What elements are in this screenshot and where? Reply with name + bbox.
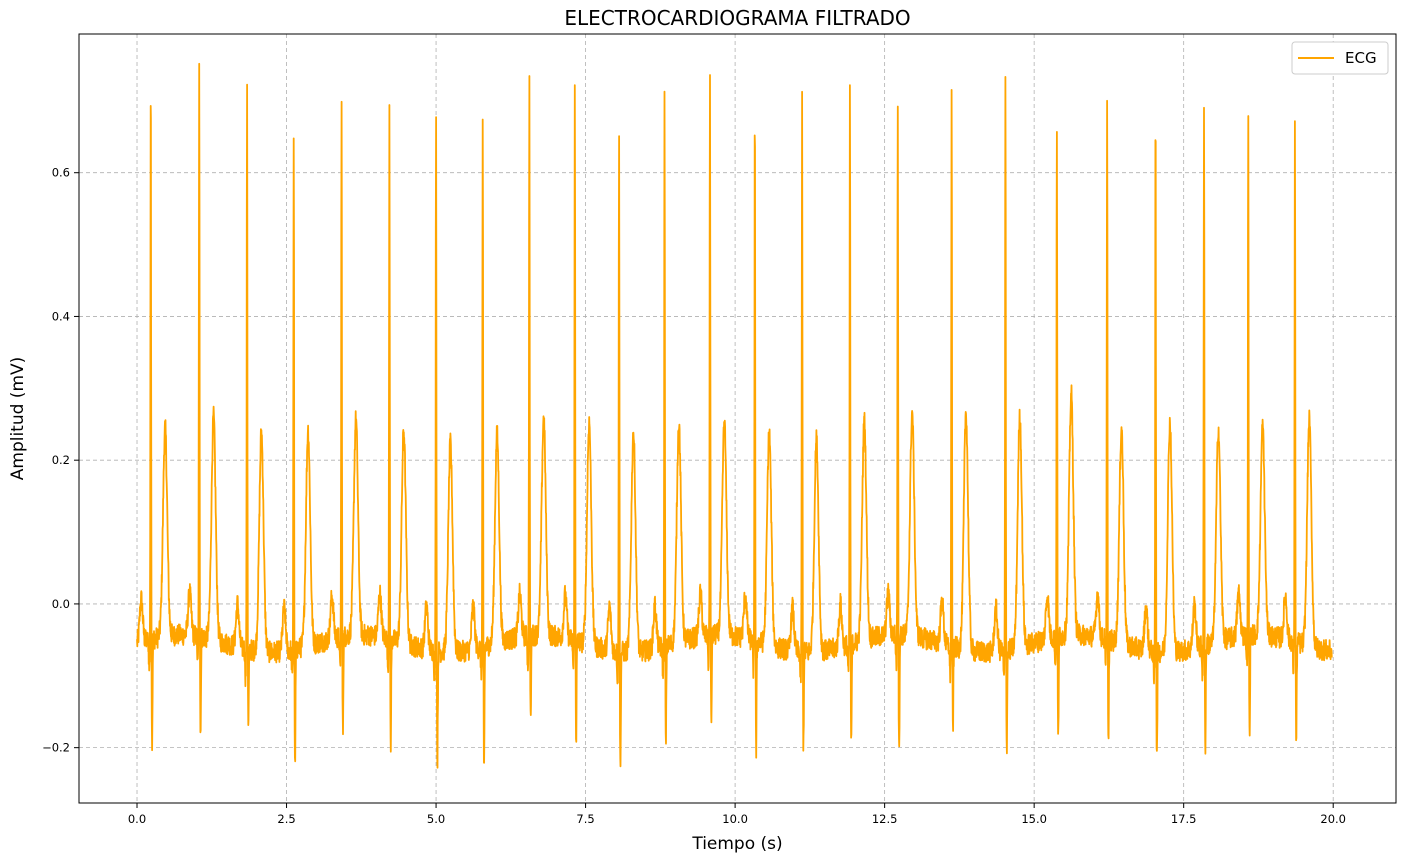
- x-tick-label: 0.0: [128, 812, 146, 826]
- x-axis-label: Tiempo (s): [691, 834, 782, 854]
- x-tick-label: 10.0: [722, 812, 748, 826]
- x-tick-label: 20.0: [1320, 812, 1346, 826]
- y-axis: −0.2 0.0 0.2 0.4 0.6: [42, 166, 79, 755]
- legend-label: ECG: [1345, 49, 1377, 67]
- y-axis-label: Amplitud (mV): [8, 357, 28, 481]
- x-tick-label: 15.0: [1021, 812, 1047, 826]
- x-tick-label: 17.5: [1171, 812, 1197, 826]
- y-tick-label: 0.0: [52, 597, 70, 611]
- y-tick-label: −0.2: [42, 741, 70, 755]
- y-tick-label: 0.4: [52, 309, 70, 323]
- x-tick-label: 2.5: [277, 812, 295, 826]
- y-tick-label: 0.2: [52, 453, 70, 467]
- legend: ECG: [1291, 41, 1389, 75]
- axes-frame: [78, 33, 1397, 804]
- grid: [79, 34, 1396, 803]
- legend-box: [1291, 41, 1389, 75]
- x-tick-label: 7.5: [576, 812, 594, 826]
- chart-title: ELECTROCARDIOGRAMA FILTRADO: [564, 6, 910, 30]
- plot-area: [136, 62, 1333, 769]
- y-tick-label: 0.6: [52, 166, 70, 180]
- x-tick-label: 5.0: [427, 812, 445, 826]
- ecg-series-line: [136, 62, 1333, 769]
- x-tick-label: 12.5: [872, 812, 898, 826]
- x-axis: 0.0 2.5 5.0 7.5 10.0 12.5 15.0 17.5 20.0: [128, 803, 1346, 826]
